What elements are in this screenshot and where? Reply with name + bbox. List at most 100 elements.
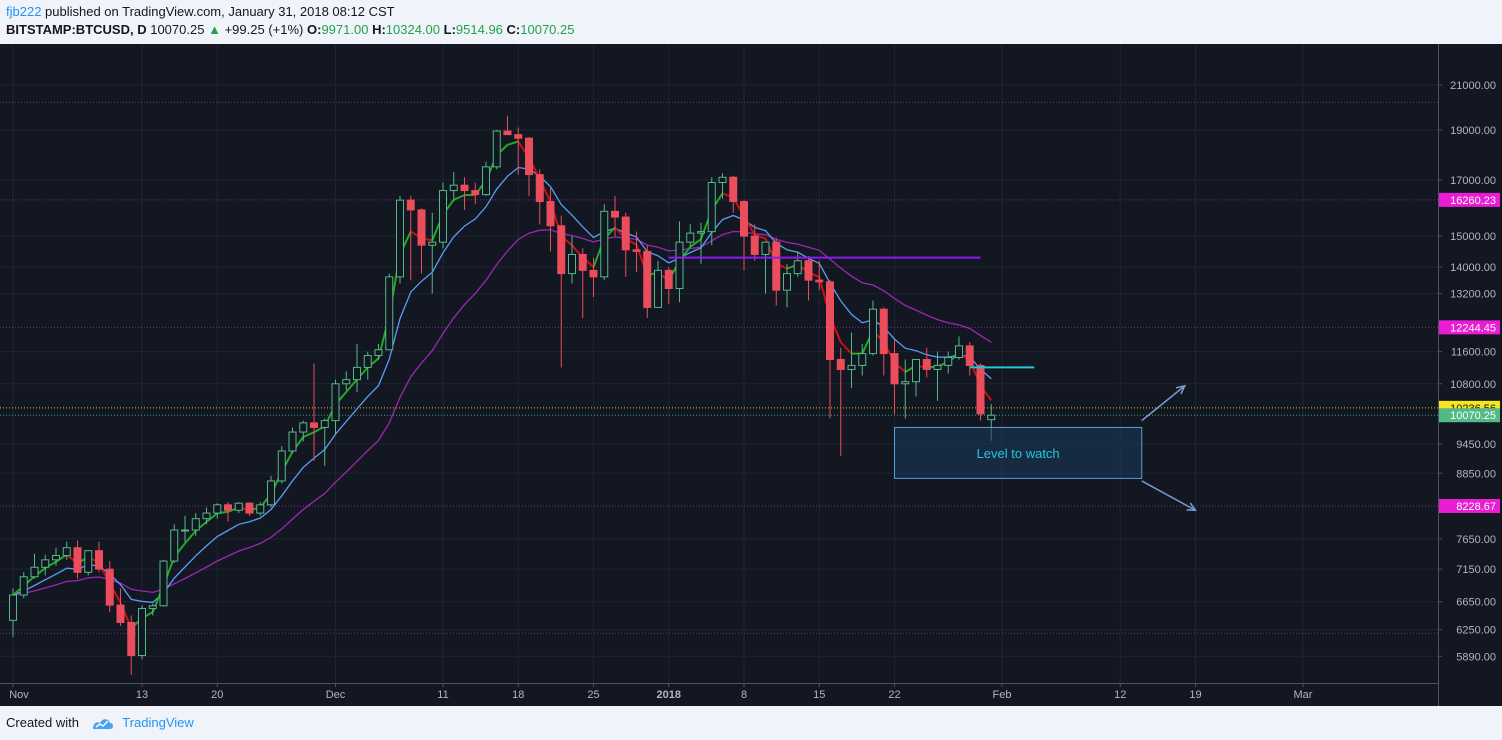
candle (127, 615, 136, 675)
ema-fast-segment (205, 512, 218, 523)
candle (858, 343, 867, 376)
candle (611, 196, 619, 237)
x-tick-label: 2018 (657, 689, 681, 701)
candle-body (342, 379, 351, 385)
price-label: 8228.67 (1439, 498, 1500, 513)
candle-body (396, 199, 404, 278)
tradingview-logo-icon (92, 718, 113, 729)
candle (148, 603, 157, 616)
ema-fast-segment (689, 238, 702, 248)
arrow-head (1186, 502, 1198, 512)
candle (41, 554, 50, 576)
candle (159, 559, 168, 607)
x-tick-label: 20 (211, 689, 223, 701)
candle (718, 173, 727, 199)
candle (826, 280, 834, 419)
candle-body (987, 414, 996, 421)
x-tick-label: 15 (813, 689, 825, 701)
candle (353, 343, 361, 393)
candle-body (224, 504, 232, 511)
candle (621, 212, 630, 277)
price-axis[interactable]: 21000.00 19000.00 17000.00 15000.00 14000.00… (1438, 80, 1500, 663)
price-chart[interactable]: Level to watch 21000.00 19000.00 17000.00 1… (0, 44, 1502, 706)
candle-body (310, 422, 318, 428)
candle-body (471, 190, 480, 196)
price-label-bg (1439, 320, 1500, 335)
candle-body (697, 231, 705, 234)
candle-body (116, 604, 125, 623)
candle (901, 359, 910, 419)
candle (331, 379, 340, 435)
tradingview-link[interactable]: TradingView (122, 715, 194, 730)
x-tick-label: 12 (1114, 689, 1126, 701)
high-value: 10324.00 (385, 22, 441, 37)
candle (514, 127, 523, 175)
candle-body (836, 358, 845, 370)
low-label: L: (443, 22, 456, 37)
author-link[interactable]: fjb222 (6, 4, 42, 19)
candle (213, 503, 222, 519)
candle (912, 358, 920, 397)
high-label: H: (372, 22, 386, 37)
y-tick-label: 7150.00 (1456, 564, 1496, 576)
candle (277, 446, 286, 484)
candle (460, 177, 469, 210)
candle-body (815, 279, 824, 283)
candle-body (30, 566, 39, 578)
candle-body (772, 241, 781, 291)
candle (815, 260, 824, 291)
candle (385, 273, 394, 351)
candle (181, 515, 189, 542)
candle (9, 588, 17, 637)
x-tick-label: 25 (587, 689, 599, 701)
arrow-head (1175, 384, 1187, 395)
ema-fast-segment (184, 530, 197, 544)
candle (363, 351, 372, 380)
price-label: 16260.23 (1439, 192, 1500, 207)
candle (449, 172, 458, 202)
candle-body (643, 250, 652, 308)
candle (922, 347, 931, 378)
candle-body (525, 137, 533, 176)
candle-body (460, 184, 469, 192)
candle (73, 540, 82, 579)
candle-body (675, 241, 684, 289)
candle (30, 553, 39, 579)
candle (783, 263, 791, 308)
candle (428, 212, 437, 294)
candle-body (600, 210, 609, 278)
y-tick-label: 14000.00 (1450, 262, 1496, 274)
y-tick-label: 5890.00 (1456, 651, 1496, 663)
ema-mid-line (12, 166, 992, 604)
time-axis[interactable]: Nov 13 20 Dec 11 18 25 2018 8 15 22 Feb 12 19 Mar (9, 683, 1313, 701)
candle-body (385, 276, 394, 351)
candle-body (557, 225, 566, 275)
candle (62, 541, 71, 560)
candle-body (288, 431, 297, 452)
candle (320, 418, 329, 466)
candle-body (826, 281, 834, 360)
candle-body (514, 134, 523, 139)
candle-body (783, 273, 791, 291)
ema-fast-segment (345, 378, 358, 393)
level-to-watch-box (894, 426, 1143, 479)
candle (761, 241, 770, 294)
candle (202, 507, 211, 525)
x-tick-label: Nov (9, 689, 29, 701)
candle-body (869, 308, 877, 355)
candle (417, 208, 426, 274)
symbol-label[interactable]: BITSTAMP:BTCUSD, D (6, 22, 147, 37)
level-to-watch-label: Level to watch (977, 446, 1060, 461)
plot-background (0, 44, 1502, 706)
candle-body (654, 269, 662, 308)
candle (750, 224, 759, 261)
candle (52, 547, 60, 567)
candle-body (320, 420, 329, 428)
candle (535, 169, 544, 225)
candle (643, 245, 652, 319)
y-tick-label: 6650.00 (1456, 597, 1496, 609)
candle-body (750, 235, 759, 255)
price-label-text: 12244.45 (1450, 322, 1496, 334)
candle (869, 300, 877, 356)
candle (138, 605, 146, 660)
